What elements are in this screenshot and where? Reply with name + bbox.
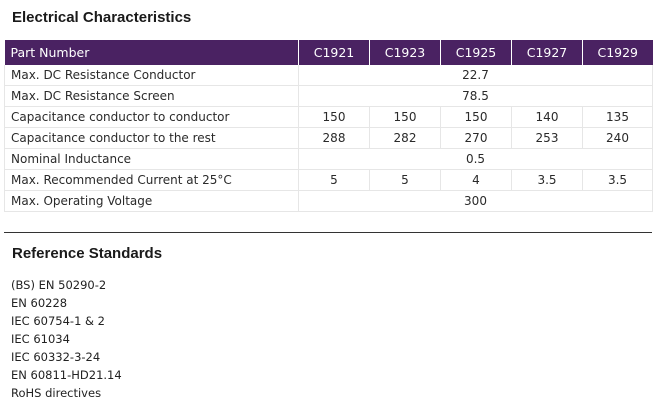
row-label: Max. Recommended Current at 25°C bbox=[4, 169, 299, 191]
section-divider bbox=[4, 232, 652, 233]
cell-c1923: 5 bbox=[369, 169, 441, 191]
cell-c1925: 4 bbox=[440, 169, 512, 191]
row-label: Capacitance conductor to the rest bbox=[4, 127, 299, 149]
cell-c1923: 282 bbox=[369, 127, 441, 149]
list-item: (BS) EN 50290-2 bbox=[11, 278, 107, 292]
cell-c1923: 150 bbox=[369, 106, 441, 128]
list-item: IEC 60754-1 & 2 bbox=[11, 314, 105, 328]
cell-c1929: 3.5 bbox=[582, 169, 653, 191]
cell-c1921: 150 bbox=[298, 106, 370, 128]
list-item: EN 60228 bbox=[11, 296, 68, 310]
electrical-characteristics-title: Electrical Characteristics bbox=[12, 9, 192, 26]
cell-c1927: 140 bbox=[511, 106, 583, 128]
cell-c1925: 150 bbox=[440, 106, 512, 128]
table-row: Max. DC Resistance Conductor 22.7 bbox=[4, 65, 653, 86]
cell-c1929: 135 bbox=[582, 106, 653, 128]
column-header-c1929: C1929 bbox=[582, 40, 653, 65]
electrical-characteristics-table: Part Number C1921 C1923 C1925 C1927 C192… bbox=[4, 40, 653, 212]
table-row: Nominal Inductance 0.5 bbox=[4, 148, 653, 170]
table-row: Capacitance conductor to the rest 288 28… bbox=[4, 127, 653, 149]
list-item: IEC 60332-3-24 bbox=[11, 350, 101, 364]
column-header-c1923: C1923 bbox=[369, 40, 441, 65]
row-label: Max. Operating Voltage bbox=[4, 190, 299, 212]
row-value-merged: 78.5 bbox=[298, 85, 653, 107]
list-item: EN 60811-HD21.14 bbox=[11, 368, 122, 382]
row-value-merged: 22.7 bbox=[298, 65, 653, 86]
column-header-c1925: C1925 bbox=[440, 40, 512, 65]
table-row: Capacitance conductor to conductor 150 1… bbox=[4, 106, 653, 128]
column-header-c1921: C1921 bbox=[298, 40, 370, 65]
row-label: Max. DC Resistance Screen bbox=[4, 85, 299, 107]
row-label: Max. DC Resistance Conductor bbox=[4, 65, 299, 86]
row-label: Capacitance conductor to conductor bbox=[4, 106, 299, 128]
cell-c1927: 3.5 bbox=[511, 169, 583, 191]
cell-c1925: 270 bbox=[440, 127, 512, 149]
column-header-part-number: Part Number bbox=[4, 40, 299, 65]
row-label: Nominal Inductance bbox=[4, 148, 299, 170]
cell-c1921: 288 bbox=[298, 127, 370, 149]
cell-c1927: 253 bbox=[511, 127, 583, 149]
list-item: RoHS directives bbox=[11, 386, 102, 400]
column-header-c1927: C1927 bbox=[511, 40, 583, 65]
table-row: Max. Recommended Current at 25°C 5 5 4 3… bbox=[4, 169, 653, 191]
reference-standards-list: (BS) EN 50290-2 EN 60228 IEC 60754-1 & 2… bbox=[11, 276, 122, 402]
table-header-row: Part Number C1921 C1923 C1925 C1927 C192… bbox=[4, 40, 653, 65]
table-row: Max. Operating Voltage 300 bbox=[4, 190, 653, 212]
cell-c1921: 5 bbox=[298, 169, 370, 191]
list-item: IEC 61034 bbox=[11, 332, 70, 346]
cell-c1929: 240 bbox=[582, 127, 653, 149]
row-value-merged: 300 bbox=[298, 190, 653, 212]
table-row: Max. DC Resistance Screen 78.5 bbox=[4, 85, 653, 107]
row-value-merged: 0.5 bbox=[298, 148, 653, 170]
reference-standards-title: Reference Standards bbox=[12, 245, 163, 262]
